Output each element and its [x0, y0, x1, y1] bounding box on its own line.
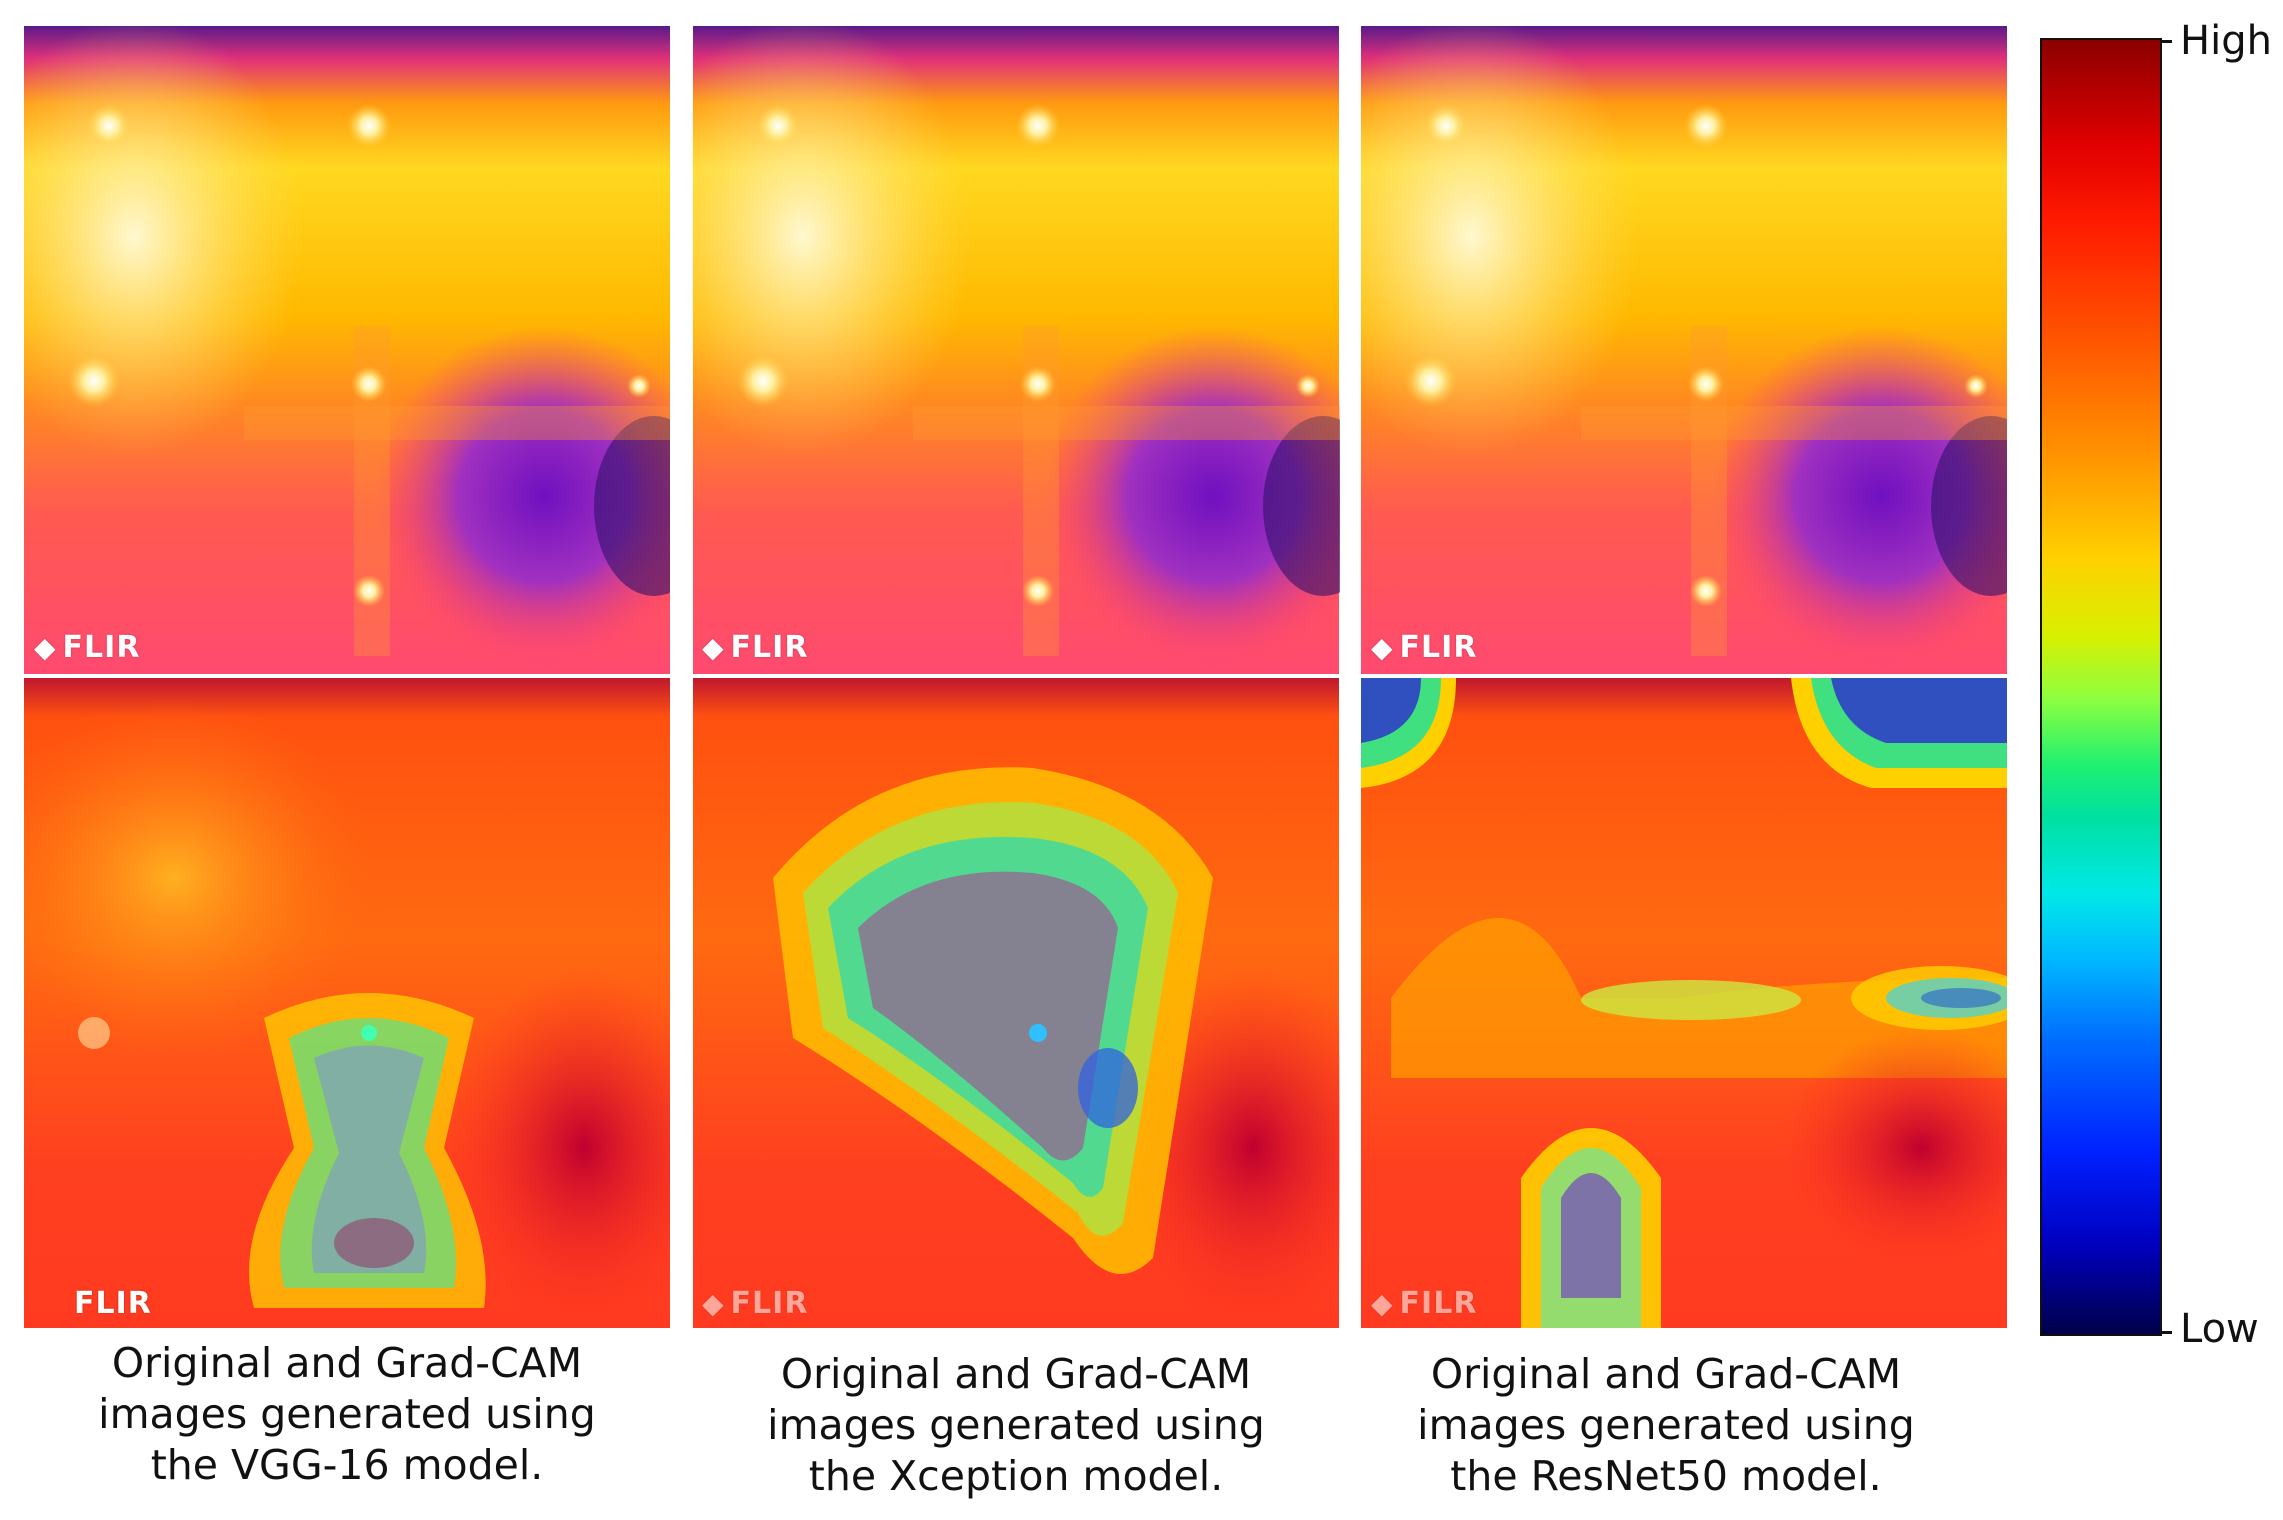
caption-vgg16: Original and Grad-CAM images generated u… [67, 1338, 627, 1491]
colorbar-tick-high [2160, 40, 2172, 43]
flir-diamond-icon: ◆ [702, 630, 725, 664]
gradcam-image-xception-art [693, 678, 1340, 1328]
gradcam-image-xception: ◆ FLIR [692, 678, 1340, 1328]
gradcam-image-resnet50: ◆ FILR [1361, 678, 2007, 1328]
caption-line: the ResNet50 model. [1450, 1452, 1882, 1500]
caption-line: images generated using [767, 1401, 1265, 1449]
caption-line: images generated using [98, 1390, 596, 1438]
flir-diamond-icon: ◆ [34, 630, 57, 664]
thermal-image-resnet50-art [1361, 26, 2007, 674]
caption-line: images generated using [1417, 1401, 1915, 1449]
caption-line: the VGG-16 model. [150, 1441, 544, 1489]
caption-line: Original and Grad-CAM [111, 1339, 583, 1387]
thermal-image-xception: ◆ FLIR [692, 26, 1340, 674]
flir-diamond-icon: ◆ [1371, 1286, 1394, 1320]
caption-line: Original and Grad-CAM [1430, 1350, 1902, 1398]
thermal-image-vgg16-art [24, 26, 670, 674]
flir-logo: ◆ FLIR [34, 630, 141, 665]
flir-diamond-icon: ◆ [702, 1286, 725, 1320]
thermal-image-vgg16: ◆ FLIR [24, 26, 670, 674]
colorbar [2040, 38, 2172, 1336]
gradcam-image-vgg16-art [24, 678, 670, 1328]
flir-logo: ◆ FILR [1371, 1286, 1478, 1321]
thermal-image-xception-art [692, 26, 1340, 674]
flir-diamond-icon: ◆ [1371, 630, 1394, 664]
caption-line: Original and Grad-CAM [780, 1350, 1252, 1398]
gradcam-image-vgg16: FLIR [24, 678, 670, 1328]
gradcam-image-resnet50-art [1361, 678, 2007, 1328]
flir-logo: ◆ FLIR [702, 630, 809, 665]
colorbar-high-label: High [2180, 18, 2272, 64]
colorbar-tick-low [2160, 1331, 2172, 1334]
caption-xception: Original and Grad-CAM images generated u… [736, 1349, 1296, 1502]
caption-resnet50: Original and Grad-CAM images generated u… [1386, 1349, 1946, 1502]
colorbar-gradient [2040, 38, 2162, 1336]
flir-logo: ◆ FLIR [702, 1286, 809, 1321]
flir-logo: ◆ FLIR [1371, 630, 1478, 665]
flir-logo: FLIR [74, 1286, 152, 1321]
thermal-image-resnet50: ◆ FLIR [1361, 26, 2007, 674]
caption-line: the Xception model. [808, 1452, 1224, 1500]
colorbar-low-label: Low [2180, 1306, 2259, 1352]
